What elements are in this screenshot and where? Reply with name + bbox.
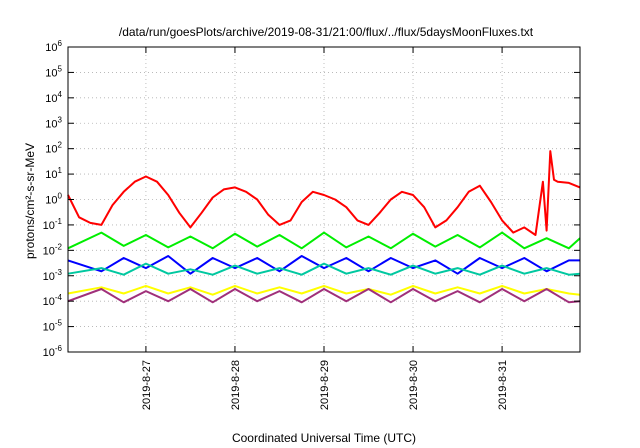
chart-title: /data/run/goesPlots/archive/2019-08-31/2… xyxy=(119,25,534,39)
x-tick-label: 2019-8-27 xyxy=(141,360,153,410)
y-tick-label: 101 xyxy=(45,166,62,181)
grid-lines xyxy=(68,47,580,352)
x-axis: 2019-8-27 2019-8-28 2019-8-29 2019-8-30 2019… xyxy=(141,47,509,410)
y-axis-label: protons/cm²-s-sr-MeV xyxy=(23,143,37,259)
y-tick-label: 10-2 xyxy=(43,242,63,257)
series-line-4 xyxy=(67,262,581,276)
y-tick-label: 10-5 xyxy=(43,319,63,334)
series-line-5 xyxy=(67,284,581,296)
y-tick-label: 106 xyxy=(45,39,62,54)
x-axis-label: Coordinated Universal Time (UTC) xyxy=(232,431,416,445)
series-line-6 xyxy=(67,288,581,304)
series-line-2 xyxy=(67,231,581,250)
y-tick-label: 10-1 xyxy=(43,217,63,232)
series-line-1 xyxy=(67,150,581,236)
y-tick-label: 10-3 xyxy=(43,268,63,283)
y-tick-label: 10-6 xyxy=(43,344,63,359)
y-tick-label: 105 xyxy=(45,64,62,79)
y-tick-label: 10-4 xyxy=(43,293,63,308)
x-tick-label: 2019-8-29 xyxy=(319,360,331,410)
y-axis: 10-6 10-5 10-4 10-3 10-2 10-1 100 101 102 103 104 1… xyxy=(43,39,580,359)
y-tick-label: 100 xyxy=(45,192,62,207)
x-tick-label: 2019-8-31 xyxy=(497,360,509,410)
x-tick-label: 2019-8-28 xyxy=(230,360,242,410)
y-tick-label: 103 xyxy=(45,115,62,130)
series-layer xyxy=(67,150,581,304)
y-tick-label: 102 xyxy=(45,141,62,156)
y-tick-label: 104 xyxy=(45,90,62,105)
x-tick-label: 2019-8-30 xyxy=(408,360,420,410)
